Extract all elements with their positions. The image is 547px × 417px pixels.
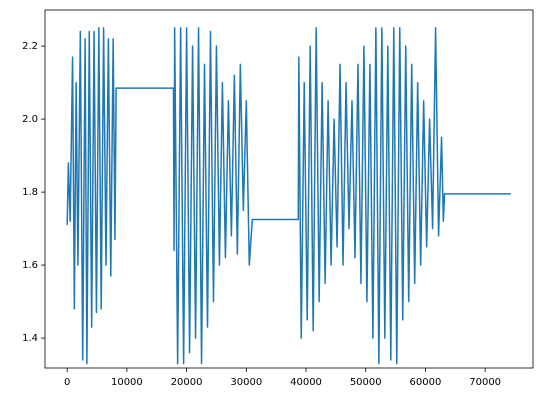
y-tick-label: 2.2 xyxy=(22,41,38,52)
x-tick-label: 30000 xyxy=(230,377,262,388)
x-tick-label: 10000 xyxy=(111,377,143,388)
y-tick-label: 1.4 xyxy=(22,333,38,344)
y-tick-label: 2.0 xyxy=(22,114,38,125)
data-line xyxy=(66,27,511,365)
x-tick-label: 40000 xyxy=(290,377,322,388)
x-tick-label: 70000 xyxy=(469,377,501,388)
y-tick-label: 1.8 xyxy=(22,187,38,198)
x-tick-label: 60000 xyxy=(410,377,442,388)
axes-frame xyxy=(44,9,534,369)
y-tick-label: 1.6 xyxy=(22,260,38,271)
x-tick-label: 0 xyxy=(64,377,70,388)
x-tick-label: 20000 xyxy=(171,377,203,388)
x-tick-label: 50000 xyxy=(350,377,382,388)
